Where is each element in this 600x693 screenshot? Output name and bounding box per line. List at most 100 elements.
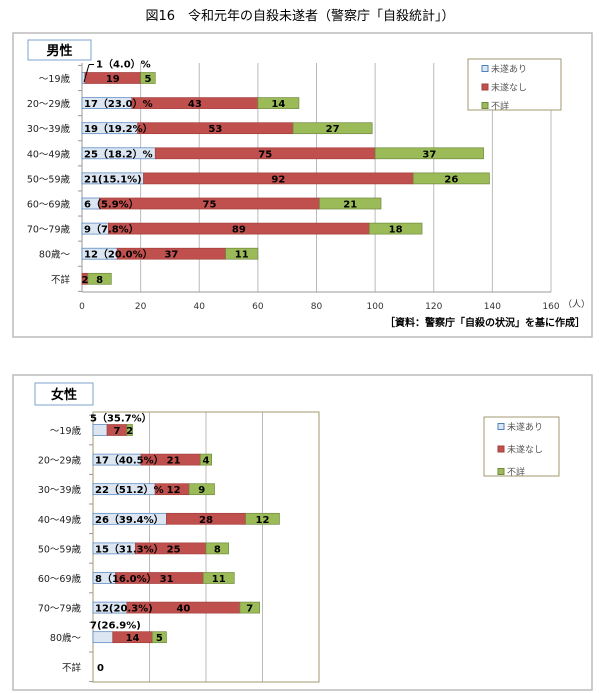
legend-box	[483, 416, 560, 477]
bar-unknown	[239, 601, 261, 614]
x-tick-label: 100	[367, 302, 384, 312]
x-tick-label: 120	[425, 302, 442, 312]
category-label: 60～69歳	[27, 199, 71, 211]
not-attempted-data-label: 25	[167, 544, 181, 555]
not-attempted-data-label: 2	[82, 275, 89, 286]
attempted-data-label: 26（39.4%）	[95, 513, 164, 526]
legend-label: 不詳	[491, 100, 509, 112]
attempted-data-label: 17（40.5%）	[95, 454, 164, 467]
panel-title: 女性	[51, 387, 77, 403]
x-tick-label: 140	[484, 302, 501, 312]
bar-unknown	[374, 147, 484, 160]
not-attempted-data-label: 7	[114, 426, 121, 437]
unknown-data-label: 12	[256, 515, 270, 526]
unknown-data-label: 18	[389, 225, 403, 236]
unknown-data-label: 37	[422, 149, 436, 160]
not-attempted-data-label: 75	[203, 200, 217, 211]
category-label: 50～59歳	[38, 543, 82, 555]
panel-title-box	[27, 39, 92, 61]
legend-label: 不詳	[507, 466, 525, 478]
category-label: 30～39歳	[38, 484, 82, 496]
not-attempted-data-label: 92	[271, 174, 285, 185]
category-label: 80歳～	[39, 249, 71, 261]
bar-unknown	[225, 247, 259, 260]
bar-unknown	[87, 272, 112, 285]
unknown-data-label: 14	[271, 99, 285, 110]
unknown-data-label: 27	[326, 124, 340, 135]
attempted-data-label: 5（35.7%）	[90, 412, 152, 425]
attempted-data-label: 15（31.3%）	[95, 542, 164, 555]
category-label: 40～49歳	[38, 514, 82, 526]
panel-title-box	[34, 382, 94, 406]
unknown-data-label: 8	[96, 275, 103, 286]
legend-swatch	[481, 65, 489, 72]
category-label: 80歳～	[50, 632, 82, 644]
attempted-data-label: 25（18.2）%	[84, 147, 153, 160]
not-attempted-data-label: 28	[199, 515, 213, 526]
unknown-data-label: 2	[126, 426, 133, 437]
category-label: 70～79歳	[38, 603, 82, 615]
source-note: ［資料：警察庁「自殺の状況」を基に作成］	[385, 316, 585, 329]
attempted-data-label: 17（23.0）%	[84, 97, 153, 110]
not-attempted-data-label: 12	[167, 485, 181, 496]
attempted-data-label: 0	[97, 663, 104, 674]
not-attempted-data-label: 31	[160, 574, 174, 585]
category-label: 40～49歳	[27, 148, 71, 160]
attempted-data-label: 19（19.2%）	[84, 122, 153, 135]
not-attempted-data-label: 53	[208, 124, 222, 135]
category-label: 50～59歳	[27, 173, 71, 185]
unknown-data-label: 26	[444, 174, 458, 185]
not-attempted-data-label: 75	[258, 149, 272, 160]
attempted-data-label: 9（7.8%）	[84, 223, 139, 236]
attempted-data-label: 6（5.9%）	[84, 198, 139, 211]
legend-swatch	[481, 83, 489, 91]
bar-unknown	[292, 122, 373, 135]
x-tick-label: 20	[135, 302, 147, 312]
category-label: 不詳	[51, 274, 71, 286]
bar-unknown	[245, 512, 280, 525]
unknown-data-label: 11	[235, 250, 249, 261]
attempted-data-label: 7(26.9%)	[90, 621, 141, 632]
bar-unknown	[126, 424, 133, 436]
not-attempted-data-label: 37	[164, 250, 178, 261]
bar-unknown	[200, 453, 213, 466]
x-axis-unit: （人）	[563, 299, 590, 310]
category-label: ～19歳	[50, 425, 82, 437]
bar-unknown	[188, 483, 215, 496]
bar-attempted	[92, 631, 114, 644]
legend-label: 未遂あり	[507, 421, 543, 433]
attempted-data-label: 1（4.0）%	[96, 58, 151, 71]
bar-unknown	[205, 542, 229, 555]
unknown-data-label: 4	[203, 456, 210, 467]
bar-unknown	[368, 222, 423, 235]
legend-swatch	[497, 468, 505, 475]
category-label: 20～29歳	[38, 455, 82, 467]
not-attempted-data-label: 89	[232, 225, 246, 236]
attempted-data-label: 21(15.1%)	[84, 174, 142, 185]
unknown-data-label: 8	[214, 544, 221, 555]
not-attempted-data-label: 43	[188, 99, 202, 110]
attempted-data-label: 12(20.3%)	[95, 604, 153, 615]
attempted-data-label: 12（20.0%）	[84, 248, 153, 261]
figure-title: 図16 令和元年の自殺未遂者（警察庁「自殺統計」）	[145, 8, 454, 24]
unknown-data-label: 9	[198, 485, 205, 496]
x-tick-label: 160	[542, 302, 559, 312]
unknown-data-label: 7	[246, 604, 253, 615]
legend-swatch	[497, 423, 505, 430]
category-label: 60～69歳	[38, 573, 82, 585]
attempted-data-label: 22（51.2）%	[95, 483, 164, 496]
not-attempted-data-label: 40	[176, 604, 190, 615]
legend-label: 未遂なし	[491, 82, 527, 94]
x-tick-label: 40	[194, 302, 206, 312]
unknown-data-label: 21	[343, 200, 357, 211]
bar-unknown	[257, 97, 300, 109]
legend-label: 未遂あり	[491, 63, 527, 75]
legend-swatch	[497, 445, 505, 453]
bar-unknown	[412, 172, 490, 185]
bar-unknown	[202, 572, 235, 584]
unknown-data-label: 11	[212, 574, 226, 585]
unknown-data-label: 5	[144, 74, 151, 85]
bar-unknown	[319, 197, 382, 210]
